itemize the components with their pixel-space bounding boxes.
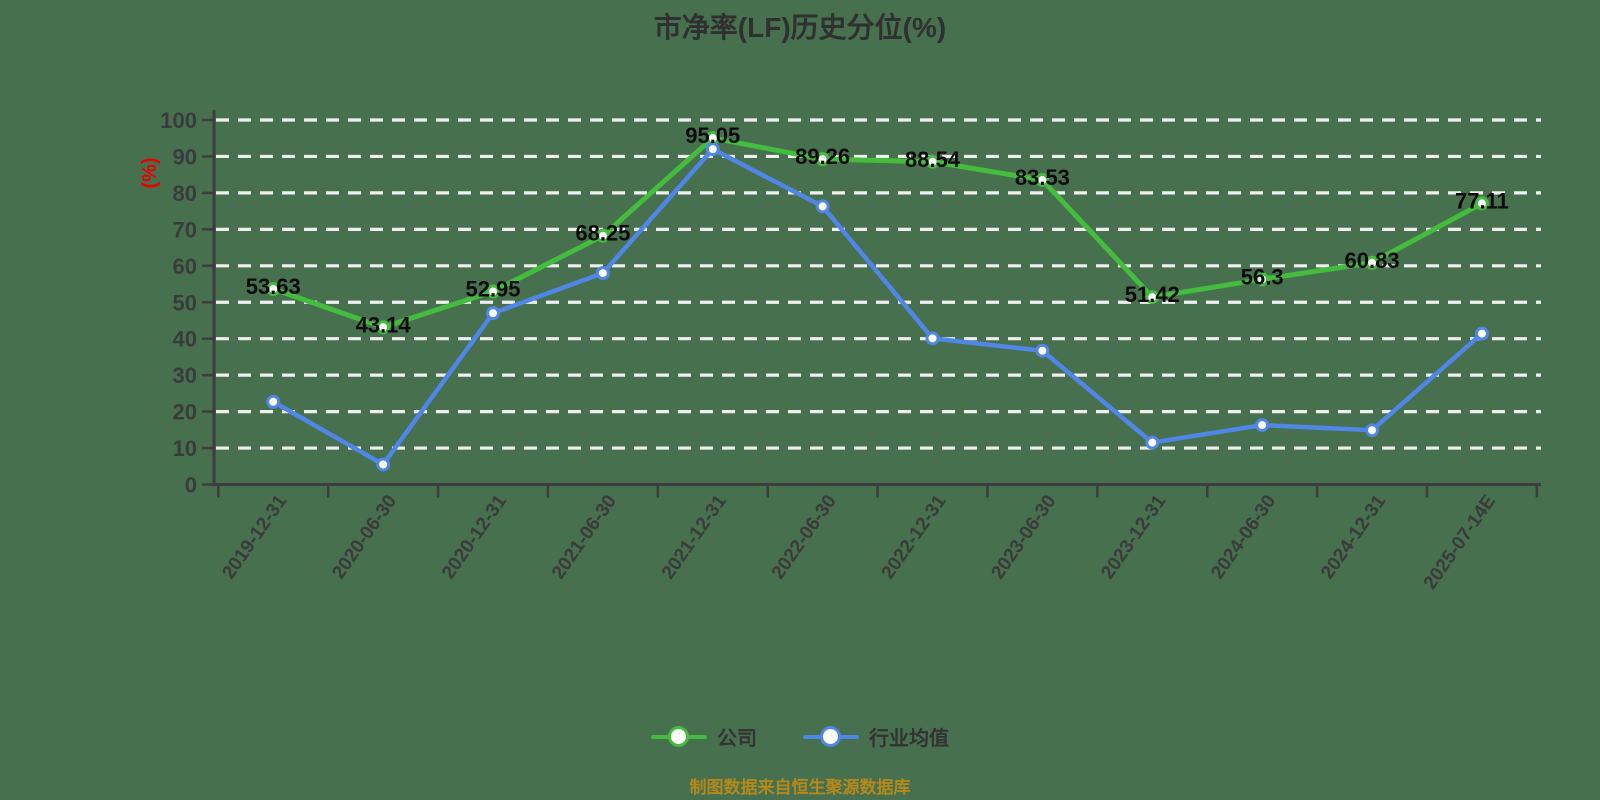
x-tick-label: 2024-06-30 bbox=[1207, 491, 1280, 583]
industry-point-2021-12-31 bbox=[705, 142, 720, 157]
industry-point-2023-12-31 bbox=[1145, 435, 1160, 450]
company-point-2024-12-31 bbox=[1365, 255, 1380, 270]
data-label: 83.53 bbox=[1015, 165, 1070, 190]
data-label: 68.25 bbox=[575, 221, 630, 246]
data-label: 52.95 bbox=[465, 276, 520, 301]
y-tick-label: 10 bbox=[173, 436, 197, 461]
y-tick-label: 80 bbox=[173, 181, 197, 206]
x-tick-label: 2022-06-30 bbox=[768, 491, 841, 583]
company-line bbox=[270, 135, 1485, 330]
data-label: 95.05 bbox=[685, 123, 740, 148]
company-point-2023-12-31 bbox=[1145, 290, 1160, 305]
industry-point-2025-07-14E bbox=[1474, 326, 1489, 341]
data-label: 43.14 bbox=[356, 312, 412, 337]
company-line-marker-icon bbox=[651, 725, 707, 748]
legend-label-industry: 行业均值 bbox=[869, 728, 949, 750]
x-tick-label: 2023-06-30 bbox=[988, 491, 1061, 583]
legend-label-company: 公司 bbox=[717, 728, 757, 750]
x-tick-label: 2021-06-30 bbox=[548, 491, 621, 583]
data-label: 88.54 bbox=[905, 147, 961, 172]
y-tick-label: 100 bbox=[160, 108, 197, 133]
legend: 公司 行业均值 bbox=[0, 722, 1600, 751]
company-point-2024-06-30 bbox=[1255, 272, 1270, 287]
y-tick-label: 50 bbox=[173, 290, 197, 315]
company-point-2022-06-30 bbox=[815, 152, 830, 167]
x-tick-label: 2020-06-30 bbox=[328, 491, 401, 583]
company-point-2020-06-30 bbox=[376, 320, 391, 335]
company-point-2025-07-14E bbox=[1474, 196, 1489, 211]
data-label: 89.26 bbox=[795, 144, 850, 169]
industry-point-2021-06-30 bbox=[595, 266, 610, 281]
industry-point-2020-06-30 bbox=[376, 457, 391, 472]
y-tick-label: 70 bbox=[173, 217, 197, 242]
industry-point-2023-06-30 bbox=[1035, 343, 1050, 358]
industry-point-2024-12-31 bbox=[1365, 423, 1380, 438]
y-tick-label: 90 bbox=[173, 144, 197, 169]
industry-point-2024-06-30 bbox=[1255, 418, 1270, 433]
x-tick-label: 2020-12-31 bbox=[438, 491, 511, 583]
company-point-2022-12-31 bbox=[925, 154, 940, 169]
data-label: 53.63 bbox=[246, 274, 301, 299]
x-tick-label: 2019-12-31 bbox=[218, 491, 291, 583]
y-tick-label: 60 bbox=[173, 254, 197, 279]
y-axis-unit-label: (%) bbox=[139, 157, 161, 188]
company-point-2023-06-30 bbox=[1035, 173, 1050, 188]
x-tick-label: 2024-12-31 bbox=[1317, 491, 1390, 583]
x-tick-label: 2023-12-31 bbox=[1097, 491, 1170, 583]
y-tick-label: 0 bbox=[185, 473, 197, 498]
data-label: 51.42 bbox=[1125, 282, 1180, 307]
industry-point-2020-12-31 bbox=[486, 306, 500, 321]
legend-item-industry[interactable]: 行业均值 bbox=[803, 722, 949, 751]
industry-line-marker-icon bbox=[803, 725, 859, 748]
company-point-2020-12-31 bbox=[486, 284, 500, 299]
x-tick-label: 2025-07-14E bbox=[1420, 491, 1500, 593]
data-label: 77.11 bbox=[1455, 188, 1509, 213]
x-tick-label: 2021-12-31 bbox=[658, 491, 731, 583]
y-tick-label: 30 bbox=[173, 363, 197, 388]
data-label: 56.3 bbox=[1241, 264, 1284, 289]
industry-point-2022-12-31 bbox=[925, 331, 940, 346]
industry-point-2019-12-31 bbox=[266, 394, 281, 409]
company-point-2021-06-30 bbox=[595, 228, 610, 243]
data-source-note: 制图数据来自恒生聚源数据库 bbox=[689, 778, 911, 797]
y-tick-label: 20 bbox=[173, 400, 197, 425]
company-point-2019-12-31 bbox=[266, 282, 281, 297]
x-tick-label: 2022-12-31 bbox=[878, 491, 951, 583]
industry-line bbox=[270, 146, 1485, 467]
y-tick-label: 40 bbox=[173, 327, 197, 352]
industry-point-2022-06-30 bbox=[815, 199, 830, 214]
legend-item-company[interactable]: 公司 bbox=[651, 722, 757, 751]
chart-title: 市净率(LF)历史分位(%) bbox=[653, 12, 947, 43]
data-label: 60.83 bbox=[1345, 248, 1400, 273]
